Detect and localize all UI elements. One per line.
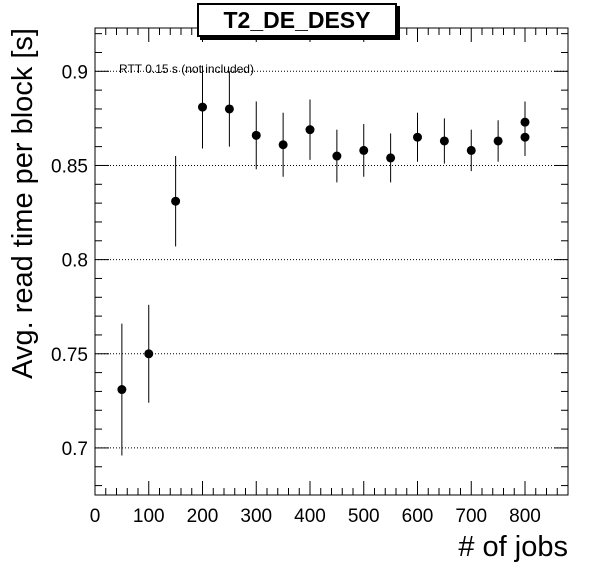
data-point [224,104,234,114]
data-point [359,145,369,155]
y-tick-label: 0.9 [62,62,88,83]
data-point [305,125,315,135]
x-tick-label: 800 [509,506,541,527]
axis-ticks [94,28,569,495]
data-point [413,132,422,142]
data-points [117,65,530,456]
x-tick-label: 700 [455,506,487,527]
x-tick-labels: 0 100 200 300 400 500 600 700 800 [90,506,541,527]
data-point [439,136,449,146]
y-gridlines [95,70,568,449]
data-point [171,196,181,206]
data-point [251,130,261,140]
y-tick-labels: 0.7 0.75 0.8 0.85 0.9 [51,62,88,460]
x-tick-label: 400 [294,506,326,527]
x-tick-label: 300 [240,506,272,527]
chart-title: T2_DE_DESY [197,3,397,37]
chart-title-text: T2_DE_DESY [223,6,371,33]
y-tick-label: 0.8 [62,251,88,272]
data-point [117,385,127,395]
data-point [278,140,288,150]
data-point [144,349,154,359]
x-tick-label: 0 [90,506,101,527]
rtt-annotation: RTT 0.15 s (not included) [119,62,254,76]
x-tick-label: 100 [133,506,165,527]
y-tick-label: 0.85 [51,156,88,177]
y-tick-label: 0.7 [62,439,88,460]
plot-frame [94,27,569,496]
data-point [386,153,396,163]
x-tick-label: 200 [187,506,219,527]
data-point [493,136,503,146]
y-axis-label: Avg. read time per block [s] [7,28,39,379]
data-point [466,145,476,155]
data-point [332,151,342,161]
x-tick-label: 600 [402,506,434,527]
x-axis-label: # of jobs [458,531,568,563]
y-tick-label: 0.75 [51,345,88,366]
x-tick-label: 500 [348,506,380,527]
data-point [198,102,207,112]
data-point [520,132,530,142]
